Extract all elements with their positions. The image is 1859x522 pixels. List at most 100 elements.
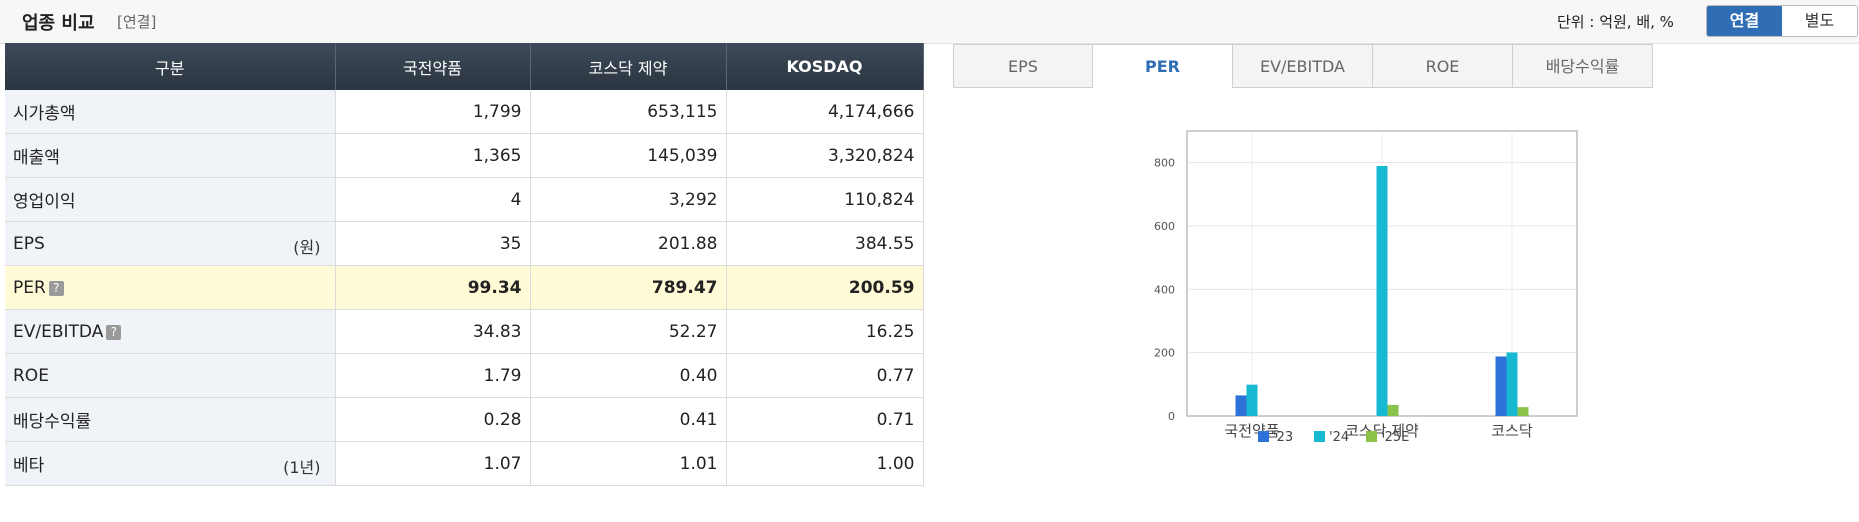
value-cell: 0.71 [726, 397, 924, 442]
value-cell: 52.27 [530, 309, 727, 354]
legend-label: '24 [1329, 430, 1349, 445]
value-cell: 200.59 [726, 265, 924, 310]
value-cell: 145,039 [530, 133, 727, 178]
row-label-cell: ROE [5, 353, 336, 398]
table-row: EV/EBITDA? 34.83 52.27 16.25 [5, 309, 924, 354]
bar [1246, 384, 1258, 416]
table-row: ROE 1.79 0.40 0.77 [5, 353, 924, 398]
value-cell: 789.47 [530, 265, 727, 310]
y-tick-label: 0 [1168, 410, 1175, 423]
value-cell: 4 [335, 177, 531, 222]
value-cell: 1.01 [530, 441, 727, 486]
section-header: 업종 비교 [연결] 단위 : 억원, 배, % 연결 별도 [0, 0, 1859, 44]
section-title: 업종 비교 [22, 13, 95, 34]
metric-tabs: EPS PER EV/EBITDA ROE 배당수익률 [953, 44, 1653, 88]
tab-dividend-yield[interactable]: 배당수익률 [1513, 44, 1653, 88]
row-label: EPS [13, 233, 45, 254]
row-label-cell: 매출액 [5, 133, 336, 178]
row-unit: (원) [293, 238, 321, 257]
value-cell: 0.40 [530, 353, 727, 398]
bar [1376, 166, 1388, 416]
row-label-cell: 시가총액 [5, 90, 336, 134]
row-label: EV/EBITDA [13, 321, 104, 342]
column-header: 코스닥 제약 [530, 43, 727, 90]
value-cell: 0.77 [726, 353, 924, 398]
value-cell: 3,292 [530, 177, 727, 222]
x-tick-label: 국전약품 [1224, 422, 1279, 440]
comparison-table: 구분 국전약품 코스닥 제약 KOSDAQ 시가총액 1,799 653,115 4,… [5, 43, 924, 486]
legend-label: '25E [1381, 430, 1409, 445]
legend-swatch [1314, 431, 1325, 442]
row-label-cell: 영업이익 [5, 177, 336, 222]
row-label: 베타 [13, 456, 45, 476]
value-cell: 110,824 [726, 177, 924, 222]
legend-label: '23 [1273, 430, 1293, 445]
y-tick-label: 600 [1154, 220, 1175, 233]
value-cell: 0.28 [335, 397, 531, 442]
column-header: 구분 [5, 43, 336, 90]
value-cell: 34.83 [335, 309, 531, 354]
value-cell: 4,174,666 [726, 90, 924, 134]
table-row: 베타 (1년) 1.07 1.01 1.00 [5, 441, 924, 486]
x-tick-label: 코스닥 제약 [1345, 422, 1419, 440]
value-cell: 3,320,824 [726, 133, 924, 178]
row-label: ROE [13, 365, 49, 386]
section-subtitle: [연결] [117, 13, 157, 31]
tab-roe[interactable]: ROE [1373, 44, 1513, 88]
per-bar-chart: 0 200 400 600 800 국전약품 코스닥 제약 코스닥 '23 '24 '25E [1154, 130, 1578, 445]
table-row: 배당수익률 0.28 0.41 0.71 [5, 397, 924, 442]
table-row: 영업이익 4 3,292 110,824 [5, 177, 924, 222]
unit-label: 단위 : 억원, 배, % [1557, 13, 1674, 31]
y-tick-label: 200 [1154, 347, 1175, 360]
bar [1387, 404, 1399, 416]
row-label: 시가총액 [13, 104, 76, 124]
value-cell: 16.25 [726, 309, 924, 354]
legend-swatch [1366, 431, 1377, 442]
help-icon[interactable]: ? [48, 280, 64, 296]
row-label: 배당수익률 [13, 412, 92, 432]
row-label-cell: 배당수익률 [5, 397, 336, 442]
y-tick-label: 400 [1154, 283, 1175, 296]
consolidation-toggle: 연결 별도 [1706, 5, 1858, 37]
help-icon[interactable]: ? [106, 324, 122, 340]
consolidated-button[interactable]: 연결 [1707, 6, 1782, 36]
value-cell: 201.88 [530, 221, 727, 266]
table-row: PER? 99.34 789.47 200.59 [5, 265, 924, 310]
value-cell: 384.55 [726, 221, 924, 266]
value-cell: 1.00 [726, 441, 924, 486]
column-header: 국전약품 [335, 43, 531, 90]
bar [1517, 407, 1529, 416]
table-row: 매출액 1,365 145,039 3,320,824 [5, 133, 924, 178]
tab-per[interactable]: PER [1093, 44, 1233, 88]
column-header: KOSDAQ [726, 43, 924, 90]
row-label-cell: PER? [5, 265, 336, 310]
value-cell: 99.34 [335, 265, 531, 310]
row-label-cell: EPS (원) [5, 221, 336, 266]
value-cell: 0.41 [530, 397, 727, 442]
table-header-row: 구분 국전약품 코스닥 제약 KOSDAQ [5, 43, 924, 90]
row-label-cell: EV/EBITDA? [5, 309, 336, 354]
bar [1495, 356, 1507, 416]
row-label: 영업이익 [13, 192, 76, 212]
row-unit: (1년) [283, 458, 321, 477]
value-cell: 1,365 [335, 133, 531, 178]
x-tick-label: 코스닥 [1491, 422, 1533, 440]
table-row: 시가총액 1,799 653,115 4,174,666 [5, 90, 924, 134]
tab-ev-ebitda[interactable]: EV/EBITDA [1233, 44, 1373, 88]
y-tick-label: 800 [1154, 157, 1175, 170]
value-cell: 653,115 [530, 90, 727, 134]
bar [1235, 395, 1247, 416]
row-label-cell: 베타 (1년) [5, 441, 336, 486]
per-chart: 0 200 400 600 800 국전약품 코스닥 제약 코스닥 '23 '24 '25E [953, 88, 1859, 518]
value-cell: 1,799 [335, 90, 531, 134]
bar [1506, 352, 1518, 416]
value-cell: 35 [335, 221, 531, 266]
row-label: PER [13, 277, 46, 298]
value-cell: 1.07 [335, 441, 531, 486]
row-label: 매출액 [13, 148, 60, 168]
value-cell: 1.79 [335, 353, 531, 398]
table-row: EPS (원) 35 201.88 384.55 [5, 221, 924, 266]
separate-button[interactable]: 별도 [1782, 6, 1857, 36]
legend-swatch [1258, 431, 1269, 442]
tab-eps[interactable]: EPS [953, 44, 1093, 88]
